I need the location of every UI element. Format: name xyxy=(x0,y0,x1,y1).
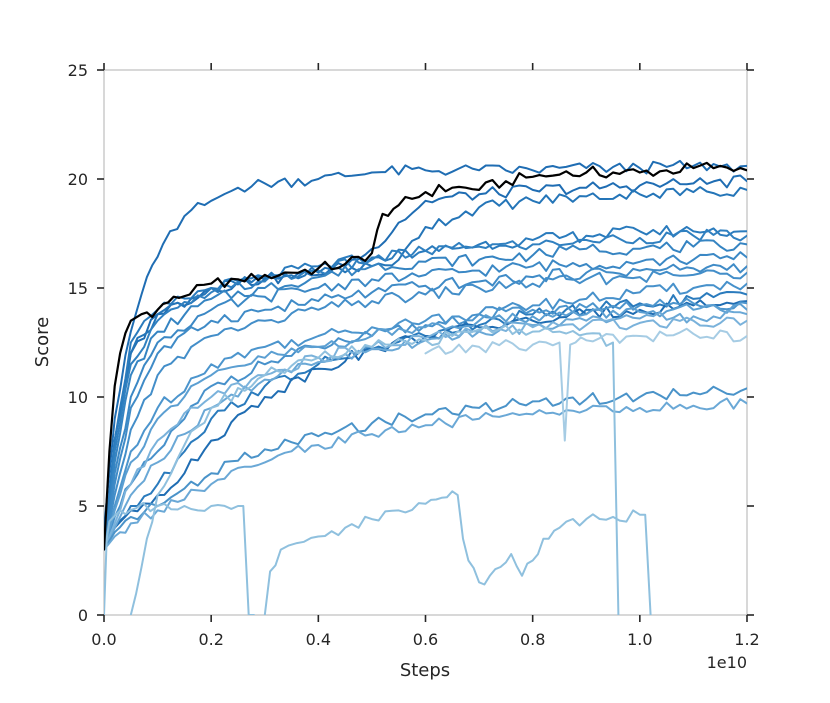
y-tick-label: 25 xyxy=(68,61,88,80)
series-line xyxy=(424,327,747,442)
series-line xyxy=(104,501,255,615)
plot-area xyxy=(103,69,748,616)
series-line xyxy=(104,239,747,551)
series-line-highlight xyxy=(104,161,747,551)
y-tick-label: 15 xyxy=(68,279,88,298)
ticks-layer xyxy=(97,63,754,622)
x-tick-label: 0.4 xyxy=(306,630,331,649)
tick-labels-layer: 0.0 0.2 0.4 0.6 0.8 1.0 1.2 0 5 10 15 20 25 xyxy=(68,61,760,649)
series-line xyxy=(104,297,747,551)
x-tick-label: 0.6 xyxy=(413,630,438,649)
series-line xyxy=(263,490,652,615)
series-line xyxy=(104,269,747,551)
series-line xyxy=(104,251,747,551)
x-tick-label: 0.8 xyxy=(520,630,545,649)
series-line xyxy=(104,310,747,551)
y-tick-label: 0 xyxy=(78,606,88,625)
x-tick-label: 1.0 xyxy=(627,630,652,649)
series-line xyxy=(104,228,747,551)
y-tick-label: 5 xyxy=(78,497,88,516)
series-line xyxy=(129,324,620,615)
series-line xyxy=(104,291,747,551)
series-line xyxy=(104,316,747,551)
series-line xyxy=(104,397,747,551)
series-line xyxy=(104,263,747,551)
x-axis-offset-label: 1e10 xyxy=(707,653,747,672)
series-line xyxy=(104,303,747,551)
series-line xyxy=(104,385,747,551)
series-line xyxy=(104,159,747,529)
x-tick-label: 0.2 xyxy=(198,630,223,649)
series-layer xyxy=(104,159,747,615)
y-axis-label: Score xyxy=(32,317,53,367)
x-tick-label: 1.2 xyxy=(734,630,759,649)
x-axis-label: Steps xyxy=(400,660,450,681)
y-tick-label: 20 xyxy=(68,170,88,189)
y-tick-label: 10 xyxy=(68,388,88,407)
x-tick-label: 0.0 xyxy=(91,630,116,649)
